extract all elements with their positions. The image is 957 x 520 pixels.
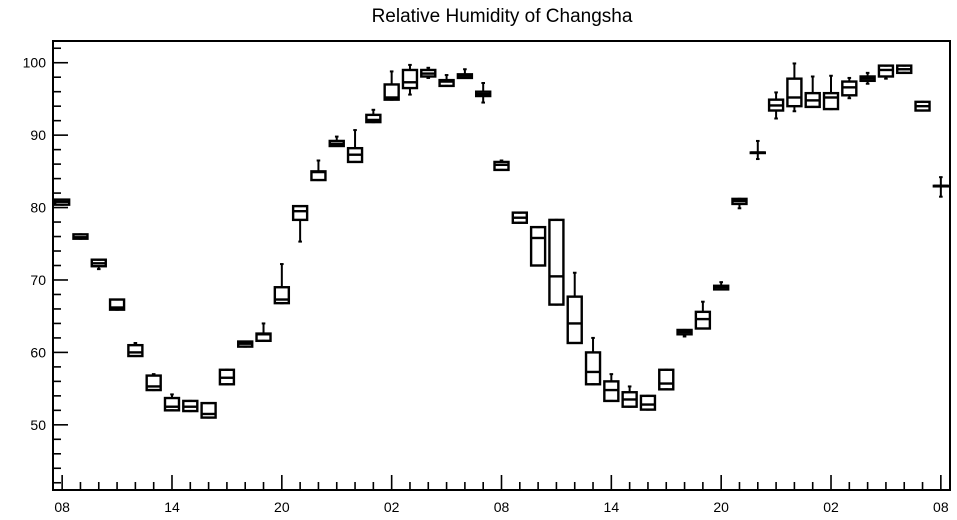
box-iqr [566, 295, 583, 345]
box-iqr [438, 78, 455, 88]
box-plot [621, 385, 638, 408]
box-plot [310, 159, 327, 182]
x-tick-label: 02 [823, 499, 839, 515]
box-plot [346, 129, 364, 164]
box-plot [53, 198, 71, 206]
box-plot [328, 135, 345, 148]
box-plot [584, 336, 602, 386]
box-iqr [145, 374, 162, 392]
box-plot [639, 394, 657, 411]
x-tick-label: 14 [164, 499, 180, 515]
box-plot [127, 341, 144, 358]
y-tick-label: 90 [30, 127, 46, 143]
box-plot [438, 74, 455, 88]
chart-title: Relative Humidity of Changsha [372, 6, 633, 27]
box-iqr [273, 286, 291, 305]
box-plot [603, 373, 620, 403]
box-iqr [639, 394, 657, 411]
box-iqr [401, 68, 419, 90]
box-iqr [365, 113, 382, 124]
box-iqr [548, 218, 565, 306]
box-iqr [584, 351, 602, 386]
box-iqr [163, 396, 181, 412]
box-iqr [529, 225, 547, 267]
box-plot [731, 197, 748, 210]
box-plot [694, 300, 712, 330]
x-tick-label: 08 [933, 499, 949, 515]
plot-frame [52, 40, 951, 491]
x-tick-label: 08 [494, 499, 510, 515]
box-iqr [786, 77, 803, 108]
box-plot [932, 176, 950, 198]
box-plot [676, 328, 693, 338]
box-plot [804, 75, 821, 109]
box-plot [877, 64, 895, 80]
box-plot [182, 399, 199, 413]
box-plot [658, 368, 675, 391]
box-iqr [291, 204, 309, 222]
box-plot [712, 281, 730, 291]
box-plot [474, 82, 492, 104]
box-plot [822, 74, 840, 111]
box-plot [145, 373, 162, 392]
box-plot [237, 340, 254, 348]
box-plot [273, 263, 291, 305]
box-plot [786, 62, 803, 113]
box-plot [365, 108, 382, 124]
box-plot [749, 139, 766, 161]
y-tick-label: 70 [30, 272, 46, 288]
box-plot [72, 233, 89, 240]
box-iqr [383, 83, 400, 101]
box-plot [896, 64, 913, 75]
y-tick-label: 50 [30, 417, 46, 433]
box-plot [255, 322, 272, 343]
box-iqr [200, 401, 217, 419]
box-plot [914, 100, 931, 112]
box-plot [163, 393, 181, 412]
box-plot [383, 70, 400, 101]
box-iqr [822, 91, 840, 111]
box-plot [401, 63, 419, 96]
box-plot [456, 68, 474, 80]
y-tick-label: 80 [30, 200, 46, 216]
box-plot [200, 401, 217, 419]
y-tick-label: 100 [23, 55, 47, 71]
box-plot [90, 258, 107, 271]
box-plot [420, 66, 437, 79]
x-tick-label: 02 [384, 499, 400, 515]
x-tick-label: 08 [54, 499, 70, 515]
y-axis: 50 60 70 80 90 100 [23, 47, 68, 484]
x-axis: 08 14 20 02 08 14 20 02 08 [54, 475, 949, 515]
box-plot [529, 225, 547, 267]
box-iqr [127, 343, 144, 358]
box-plot [493, 159, 510, 172]
x-tick-label: 14 [604, 499, 620, 515]
box-plot [767, 91, 785, 120]
box-plot [511, 211, 529, 224]
box-plot [218, 368, 236, 386]
box-plot [841, 76, 858, 100]
x-tick-label: 20 [274, 499, 290, 515]
box-plot [108, 298, 126, 311]
y-tick-label: 60 [30, 344, 46, 360]
box-series [53, 62, 950, 419]
box-iqr [108, 298, 126, 311]
box-plot [859, 71, 876, 85]
box-iqr [658, 368, 675, 391]
box-plot [566, 271, 583, 345]
box-plot [291, 204, 309, 243]
box-plot [548, 218, 565, 306]
x-tick-label: 20 [713, 499, 729, 515]
